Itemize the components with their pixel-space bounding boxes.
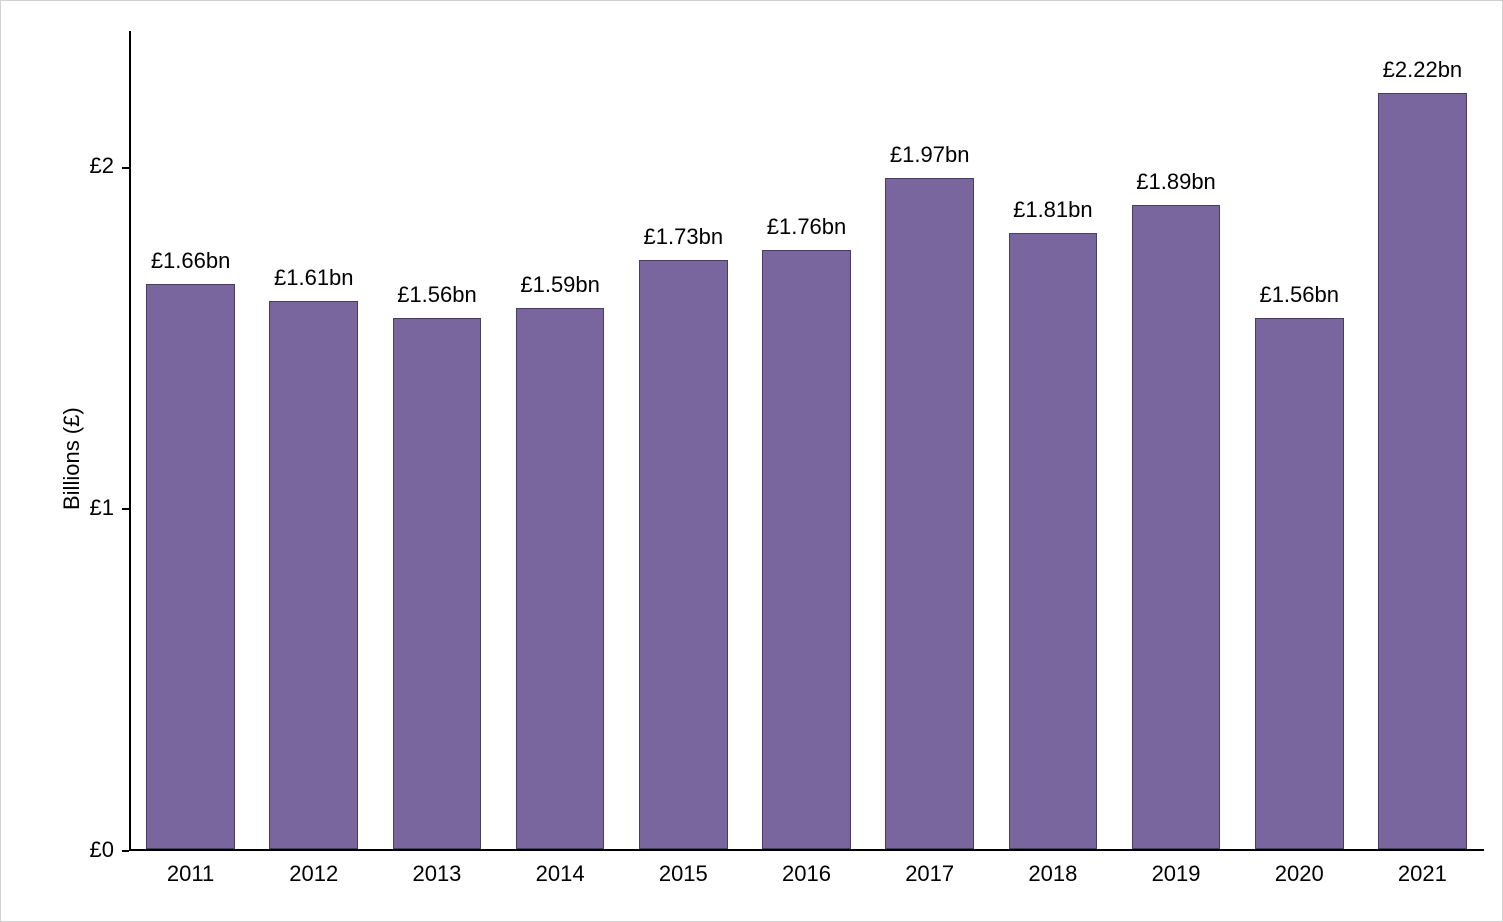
bar-value-label: £1.56bn (367, 282, 507, 308)
x-tick-label: 2019 (1114, 861, 1237, 887)
bar-value-label: £1.81bn (983, 197, 1123, 223)
bar (762, 250, 851, 849)
y-tick-label: £1 (90, 495, 114, 521)
bar (1378, 93, 1467, 850)
x-tick-label: 2020 (1238, 861, 1361, 887)
x-tick-label: 2014 (499, 861, 622, 887)
bar (516, 308, 605, 849)
bar (1132, 205, 1221, 849)
bar-value-label: £1.89bn (1106, 169, 1246, 195)
bar (639, 260, 728, 849)
x-tick-label: 2018 (991, 861, 1114, 887)
y-axis-title: Billions (£) (59, 407, 85, 510)
bar (269, 301, 358, 849)
bar-value-label: £1.73bn (613, 224, 753, 250)
y-tick-label: £2 (90, 153, 114, 179)
bar-value-label: £1.76bn (737, 214, 877, 240)
x-tick-label: 2016 (745, 861, 868, 887)
bar-value-label: £1.97bn (860, 142, 1000, 168)
bar (1255, 318, 1344, 849)
bar-value-label: £2.22bn (1352, 57, 1492, 83)
x-tick-label: 2013 (375, 861, 498, 887)
bar (885, 178, 974, 849)
bar-value-label: £1.66bn (121, 248, 261, 274)
chart-frame: £0 £1 £2 Billions (£) £1.66bn 2011 £1.61bn 2012… (0, 0, 1503, 922)
y-axis-line (129, 31, 131, 851)
bar (393, 318, 482, 849)
x-tick-label: 2011 (129, 861, 252, 887)
y-tick-mark (122, 850, 129, 852)
bar-value-label: £1.61bn (244, 265, 384, 291)
bar (1009, 233, 1098, 849)
x-tick-label: 2015 (622, 861, 745, 887)
x-tick-label: 2012 (252, 861, 375, 887)
y-tick-mark (122, 167, 129, 169)
y-tick-label: £0 (90, 837, 114, 863)
x-tick-label: 2017 (868, 861, 991, 887)
bar-value-label: £1.56bn (1229, 282, 1369, 308)
x-tick-label: 2021 (1361, 861, 1484, 887)
bar-value-label: £1.59bn (490, 272, 630, 298)
x-axis-line (129, 849, 1484, 851)
bar (146, 284, 235, 849)
y-tick-mark (122, 508, 129, 510)
